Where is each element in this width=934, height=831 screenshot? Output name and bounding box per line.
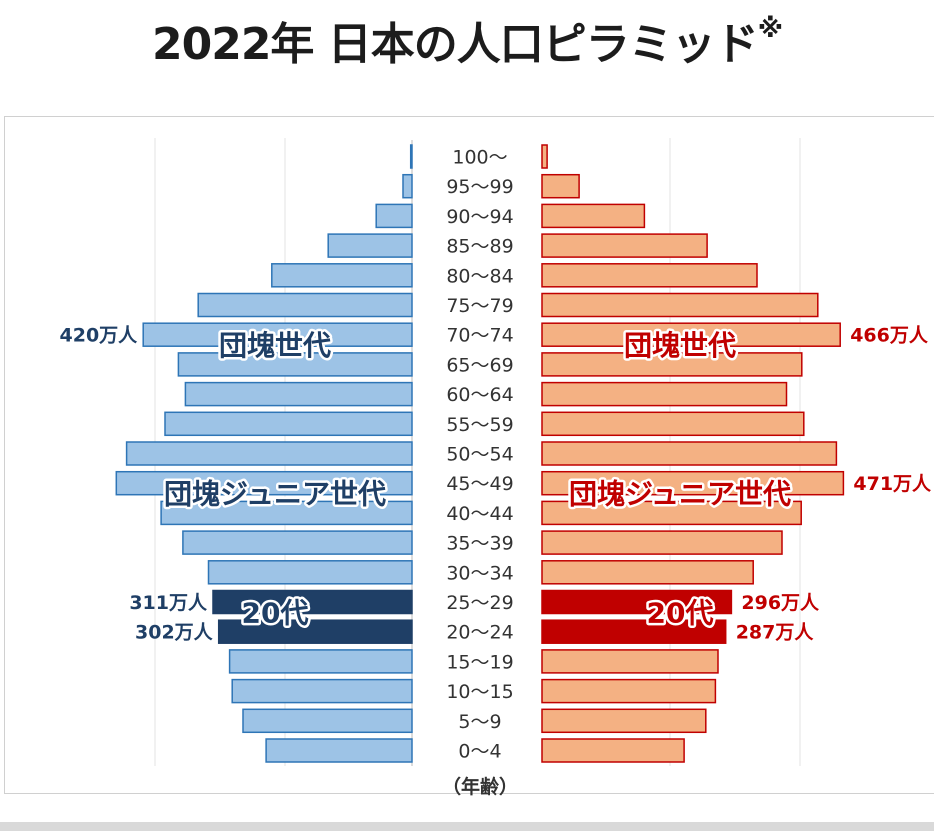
age-group-label: 95～99 [446, 176, 513, 198]
bar-right [541, 500, 802, 526]
bar-right [541, 619, 727, 644]
age-group-label: 85～89 [446, 236, 513, 258]
value-label: 296万人 [741, 592, 820, 614]
bar-left [212, 589, 413, 615]
bar-left [164, 411, 413, 437]
generation-annotation: 団塊ジュニア世代 [164, 478, 386, 511]
page-title: 2022年 日本の人口ピラミッド※ [0, 8, 934, 72]
value-label: 302万人 [135, 622, 214, 644]
bottom-divider [0, 822, 934, 831]
bar-right [541, 649, 719, 674]
bar-left [375, 203, 413, 229]
age-group-label: 70～74 [446, 325, 513, 347]
bar-left [142, 322, 413, 347]
bar-right [541, 144, 548, 169]
age-group-label: 45～49 [446, 473, 513, 495]
value-label: 420万人 [60, 325, 139, 347]
bar-left [217, 619, 413, 644]
bar-left [228, 649, 413, 674]
generation-annotation: 団塊ジュニア世代 [569, 478, 791, 511]
bar-left [177, 352, 413, 377]
bar-left [265, 738, 413, 763]
value-label: 311万人 [129, 592, 208, 614]
bar-right [541, 381, 788, 407]
bar-left [409, 144, 413, 169]
age-group-label: 80～84 [446, 265, 513, 287]
generation-annotation: 団塊世代 [624, 329, 736, 362]
value-label: 471万人 [853, 473, 932, 495]
bar-right [541, 292, 819, 318]
bar-right [541, 203, 646, 229]
age-axis-label: （年齢） [442, 775, 518, 798]
bar-left [271, 263, 413, 288]
bar-right [541, 560, 754, 585]
age-group-label: 15～19 [446, 651, 513, 673]
generation-annotation: 団塊世代 [219, 329, 331, 362]
age-group-label: 75～79 [446, 295, 513, 317]
generation-annotation: 20代 [242, 597, 309, 630]
value-label: 287万人 [736, 622, 815, 644]
age-group-label: 50～54 [446, 444, 513, 466]
bar-right [541, 173, 580, 199]
age-group-label: 10～15 [446, 681, 513, 703]
title-note-mark: ※ [757, 14, 783, 45]
age-group-label: 0～4 [458, 741, 501, 763]
bar-right [541, 352, 803, 377]
bar-right [541, 530, 783, 555]
age-group-label: 65～69 [446, 354, 513, 376]
bar-left [242, 708, 413, 734]
bar-left [182, 530, 413, 555]
bar-right [541, 589, 733, 615]
bar-right [541, 322, 841, 347]
age-group-label: 60～64 [446, 384, 513, 406]
title-text: 2022年 日本の人口ピラミッド [151, 19, 759, 70]
age-group-label: 90～94 [446, 206, 513, 228]
bar-right [541, 233, 708, 258]
bar-left [327, 233, 413, 258]
bar-right [541, 738, 685, 763]
age-group-label: 35～39 [446, 533, 513, 555]
value-label: 466万人 [850, 325, 929, 347]
age-group-label: 5～9 [458, 711, 501, 733]
bar-left [197, 292, 413, 318]
bar-right [541, 441, 838, 466]
bar-right [541, 411, 805, 437]
bar-left [115, 470, 413, 496]
age-group-label: 40～44 [446, 503, 513, 525]
bar-left [402, 173, 413, 199]
age-group-label: 30～34 [446, 562, 513, 584]
bar-right [541, 678, 717, 704]
bar-left [184, 381, 413, 407]
bar-right [541, 708, 707, 734]
bar-left [207, 560, 413, 585]
bar-right [541, 470, 845, 496]
age-group-label: 100～ [452, 147, 507, 169]
bar-right [541, 263, 758, 288]
bar-left [160, 500, 413, 526]
bar-left [231, 678, 413, 704]
age-group-label: 55～59 [446, 414, 513, 436]
bar-left [125, 441, 413, 466]
age-group-label: 20～24 [446, 622, 513, 644]
age-group-label: 25～29 [446, 592, 513, 614]
generation-annotation: 20代 [647, 597, 714, 630]
